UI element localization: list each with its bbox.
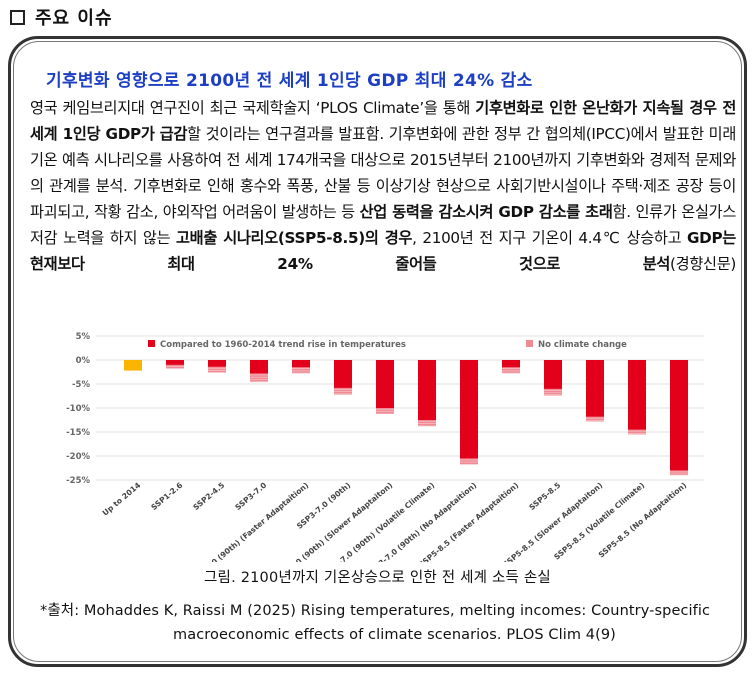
source-citation: *출처: Mohaddes K, Raissi M (2025) Rising …	[40, 599, 720, 647]
bar-trend-rise	[250, 360, 268, 374]
body-text: 함. 인류가 온실가스 저감 노력을 하지 않는	[30, 203, 736, 247]
y-tick-label: 5%	[76, 332, 91, 342]
bar-up-to-2014	[124, 360, 142, 371]
legend-swatch	[148, 340, 155, 347]
source-line-1: *출처: Mohaddes K, Raissi M (2025) Rising …	[40, 603, 711, 619]
checkbox-square-icon	[10, 9, 25, 25]
legend-label: No climate change	[538, 340, 627, 350]
y-tick-label: -10%	[66, 404, 90, 414]
y-tick-label: -15%	[66, 428, 90, 438]
y-tick-label: 0%	[76, 356, 91, 366]
bar-trend-rise	[544, 360, 562, 389]
bar-trend-rise	[502, 360, 520, 368]
article-title: 기후변화 영향으로 2100년 전 세계 1인당 GDP 최대 24% 감소	[46, 71, 533, 91]
bar-trend-rise	[670, 360, 688, 471]
bar-chart: 5% 0% -5% -10% -15% -20% -25% Compared to 1960-…	[56, 326, 714, 562]
bar-trend-rise	[376, 360, 394, 408]
bar-trend-rise	[628, 360, 646, 430]
body-text: , 2100년 전 지구 기온이 4.4℃ 상승하고	[412, 229, 687, 247]
section-heading-text: 주요 이슈	[35, 8, 113, 29]
emphasis-text: GDP는 현재보다 최대 24% 줄어들 것으로 분석	[30, 229, 736, 273]
bar-trend-rise	[166, 360, 184, 365]
body-text: (경향신문)	[670, 255, 736, 273]
section-heading: 주요 이슈	[10, 4, 113, 30]
bar-trend-rise	[418, 360, 436, 420]
legend-label: Compared to 1960-2014 trend rise in temp…	[160, 340, 406, 350]
bar-trend-rise	[334, 360, 352, 388]
content-frame-inner	[13, 41, 742, 662]
chart: 5% 0% -5% -10% -15% -20% -25% Compared to 1960-…	[56, 326, 714, 562]
article-body: 영국 케임브리지대 연구진이 최근 국제학술지 ‘PLOS Climate’을 …	[30, 95, 736, 277]
legend-swatch	[526, 340, 533, 347]
bar-trend-rise	[460, 360, 478, 459]
body-text: 영국 케임브리지대 연구진이 최근 국제학술지 ‘PLOS Climate’을 …	[30, 99, 476, 117]
y-tick-label: -20%	[66, 452, 90, 462]
bar-trend-rise	[208, 360, 226, 367]
emphasis-text: 기후변화로 인한 온난화가 지속될 경우 전 세계 1인당 GDP가 급감	[30, 99, 736, 143]
bar-trend-rise	[292, 360, 310, 368]
content-frame	[8, 36, 747, 667]
y-tick-label: -25%	[66, 476, 90, 486]
source-line-2: macroeconomic effects of climate scenari…	[173, 627, 616, 643]
body-text: 할 것이라는 연구결과를 발표함. 기후변화에 관한 정부 간 협의체(IPCC…	[30, 125, 736, 221]
emphasis-text: 고배출 시나리오(SSP5-8.5)의 경우	[175, 229, 413, 247]
bar-trend-rise	[586, 360, 604, 417]
article-paragraph: 영국 케임브리지대 연구진이 최근 국제학술지 ‘PLOS Climate’을 …	[30, 95, 736, 277]
emphasis-text: 산업 동력을 감소시켜 GDP 감소를 초래	[359, 203, 613, 221]
figure-caption: 그림. 2100년까지 기온상승으로 인한 전 세계 소득 손실	[204, 570, 551, 586]
y-tick-label: -5%	[72, 380, 90, 390]
